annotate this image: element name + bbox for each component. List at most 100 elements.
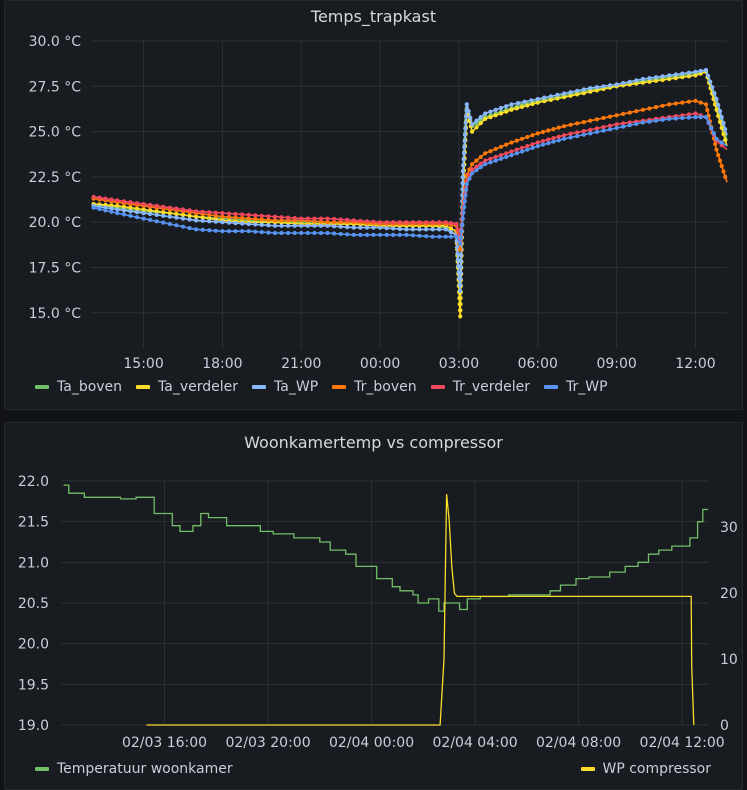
series-point <box>621 124 626 129</box>
series-point <box>141 216 146 221</box>
series-point <box>562 91 567 96</box>
series-point <box>410 227 415 232</box>
series-point <box>174 223 179 228</box>
series-point <box>325 223 330 228</box>
series-point <box>207 228 212 233</box>
series-point <box>483 162 488 167</box>
series-point <box>461 151 467 156</box>
series-point <box>474 164 479 169</box>
series-point <box>686 115 692 120</box>
legend-swatch <box>580 767 595 771</box>
woonkamertemp-chart[interactable]: 22.0 21.5 21.0 20.5 20.0 19.5 19.0 30 20 10 0 02/03… <box>5 463 744 783</box>
legend-item[interactable]: Ta_verdeler <box>136 379 238 395</box>
series-point <box>180 212 186 217</box>
series-point <box>703 102 709 107</box>
series-point <box>712 91 717 96</box>
series-point <box>279 218 284 223</box>
series-point <box>488 115 493 120</box>
series-point <box>128 205 133 210</box>
series-point <box>556 134 561 139</box>
series-point <box>463 126 468 131</box>
series-point <box>97 206 102 212</box>
legend-item[interactable]: Ta_boven <box>35 379 122 395</box>
series-point <box>653 118 659 123</box>
series-point <box>488 156 493 161</box>
series-point <box>653 75 659 80</box>
series-point <box>706 73 711 78</box>
series-point <box>154 203 159 208</box>
legend-item[interactable]: WP compressor <box>580 761 712 777</box>
series-point <box>91 205 96 210</box>
series-point <box>410 233 415 238</box>
series-point <box>719 125 724 131</box>
series-point <box>187 226 192 231</box>
series-point <box>568 135 573 140</box>
y-tick-label: 15.0 °C <box>29 306 82 322</box>
series-point <box>721 121 726 126</box>
series-point <box>468 115 473 120</box>
series-line-temperatuur-woonkamer[interactable] <box>63 484 708 612</box>
series-point <box>194 218 199 223</box>
y-left-tick-label: 20.5 <box>18 596 49 612</box>
series-point <box>660 103 665 108</box>
series-point <box>546 141 551 146</box>
series-line-tr_wp[interactable] <box>93 116 728 247</box>
series-point <box>332 220 337 225</box>
series-point <box>318 219 324 224</box>
legend-swatch <box>544 385 559 389</box>
series-line-tr_verdeler[interactable] <box>93 112 728 241</box>
series-line-ta_boven[interactable] <box>93 70 728 304</box>
series-point <box>621 121 626 126</box>
panel-title[interactable]: Temps_trapkast <box>310 7 437 26</box>
series-point <box>535 140 540 145</box>
x-tick-label: 18:00 <box>202 356 242 372</box>
series-point <box>279 215 284 220</box>
series-point <box>233 229 238 234</box>
series-point <box>594 88 600 93</box>
series-point <box>588 131 593 136</box>
series-point <box>470 167 475 172</box>
temps-trapkast-chart[interactable]: 30.0 °C 27.5 °C 25.0 °C 22.5 °C 20.0 °C 17.5 … <box>5 31 744 391</box>
legend-label: WP compressor <box>602 761 712 777</box>
legend-item[interactable]: Tr_verdeler <box>430 379 530 395</box>
series-point <box>338 217 343 222</box>
series-point <box>693 98 698 103</box>
series-point <box>478 154 483 160</box>
series-point <box>358 232 363 237</box>
legend-item[interactable]: Temperatuur woonkamer <box>35 761 233 777</box>
x-tick-label: 03:00 <box>439 356 479 372</box>
legend-label: Temperatuur woonkamer <box>57 761 233 777</box>
chart-legend: Temperatuur woonkamer WP compressor <box>35 761 725 777</box>
series-line-ta_verdeler[interactable] <box>93 70 728 317</box>
series-point <box>351 225 356 230</box>
series-point <box>470 162 475 167</box>
y-tick-label: 25.0 °C <box>29 125 82 141</box>
series-point <box>443 234 448 239</box>
series-point <box>470 171 475 176</box>
series-point <box>493 107 498 112</box>
temps-trapkast-panel: Temps_trapkast 30.0 °C 27.5 °C 25.0 °C 22.5… <box>4 0 743 410</box>
legend-item[interactable]: Ta_WP <box>252 379 318 395</box>
series-point <box>226 215 232 220</box>
series-point <box>167 214 172 219</box>
x-tick-label: 02/04 00:00 <box>329 735 414 751</box>
series-point <box>519 149 525 154</box>
series-point <box>698 115 703 120</box>
series-point <box>109 197 114 202</box>
series-point <box>693 69 698 74</box>
series-line-ta_wp[interactable] <box>93 69 728 292</box>
series-line-wp-compressor[interactable] <box>146 494 695 726</box>
series-point <box>455 227 460 232</box>
series-point <box>716 102 721 108</box>
series-point <box>253 213 258 218</box>
series-point <box>686 99 692 104</box>
legend-item[interactable]: Tr_boven <box>332 379 417 395</box>
legend-item[interactable]: Tr_WP <box>544 379 608 395</box>
series-point <box>551 127 556 132</box>
series-point <box>154 209 159 214</box>
panel-title[interactable]: Woonkamertemp vs compressor <box>244 433 503 452</box>
series-point <box>647 106 652 111</box>
series-point <box>714 136 719 141</box>
series-point <box>546 137 551 142</box>
series-point <box>680 71 685 76</box>
